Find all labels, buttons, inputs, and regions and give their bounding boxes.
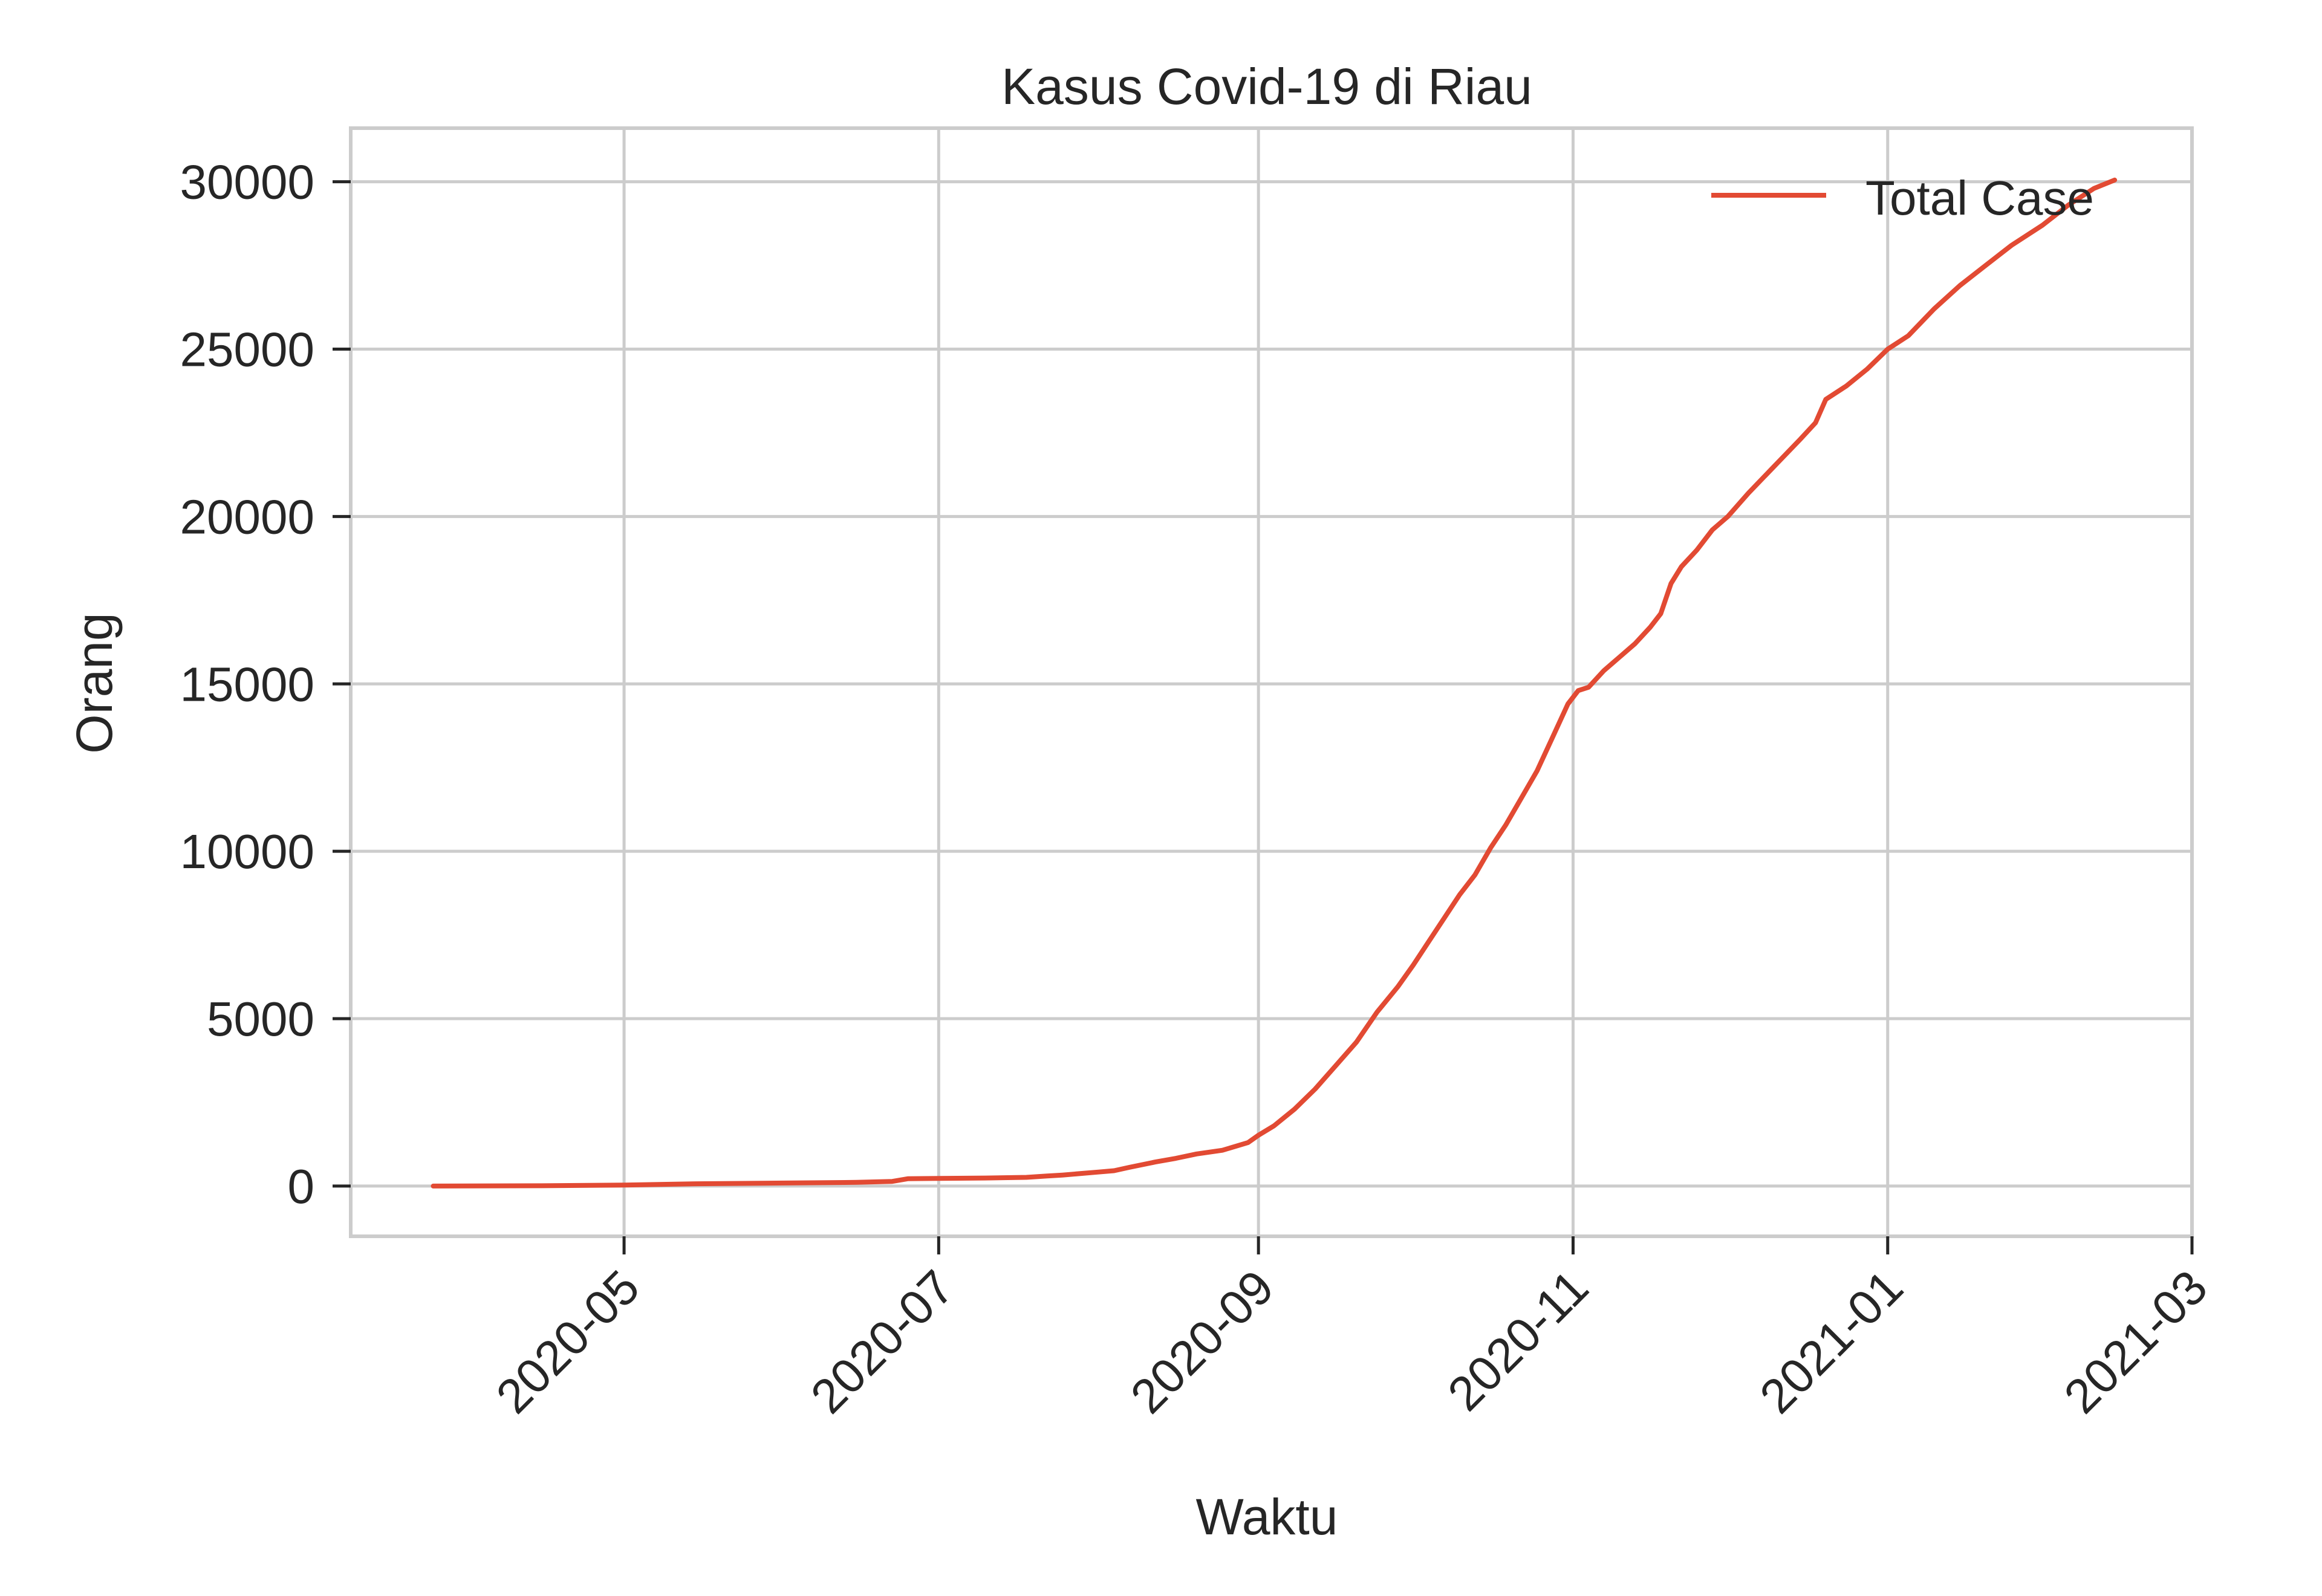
y-tick-label: 10000 (180, 825, 314, 878)
legend-label-total-case: Total Case (1865, 171, 2094, 225)
series-layer (431, 177, 2118, 1189)
y-tick-label: 25000 (180, 322, 314, 376)
series-line-total-case (431, 177, 2118, 1189)
y-tick-label: 15000 (180, 657, 314, 711)
legend: Total Case (1711, 171, 2094, 225)
chart-title: Kasus Covid-19 di Riau (1001, 58, 1532, 115)
plot-area-frame (349, 126, 2194, 1238)
grid-lines (351, 128, 2194, 1236)
y-tick-label: 20000 (180, 490, 314, 543)
y-tick-label: 0 (288, 1160, 315, 1213)
y-tick-label: 5000 (207, 992, 314, 1046)
y-tick-label: 30000 (180, 155, 314, 209)
x-axis-label: Waktu (1196, 1488, 1338, 1545)
y-axis-label: Orang (66, 612, 123, 753)
